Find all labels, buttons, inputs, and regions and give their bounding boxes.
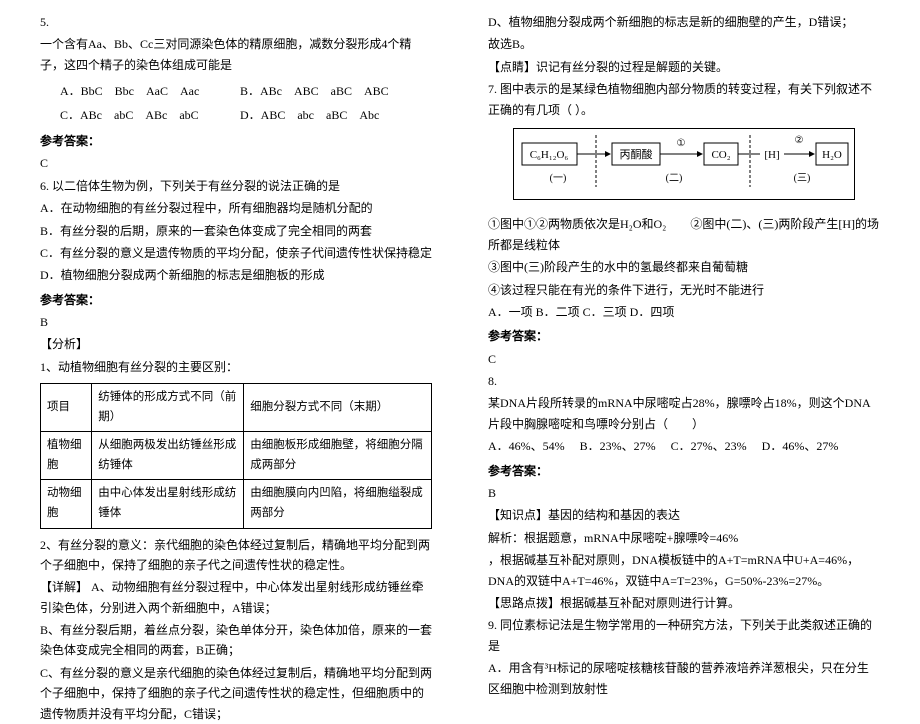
- q6-optB: B．有丝分裂的后期，原来的一套染色体变成了完全相同的两套: [40, 221, 432, 241]
- q6-dD: D、植物细胞分裂成两个新细胞的标志是新的细胞壁的产生，D错误；: [488, 12, 880, 32]
- q8-optB: B．23%、27%: [580, 439, 656, 453]
- q5-answer: C: [40, 153, 432, 173]
- q8-opts: A．46%、54% B．23%、27% C．27%、23% D．46%、27%: [488, 436, 880, 456]
- svg-text:(二): (二): [666, 173, 683, 184]
- q5-optA: A．BbC Bbc AaC Aac: [60, 81, 240, 101]
- q9-optA: A．用含有³H标记的尿嘧啶核糖核苷酸的营养液培养洋葱根尖，只在分生区细胞中检测到…: [488, 658, 880, 699]
- q7-diagram: C₆H₁₂O₆ 丙酮酸 ① CO₂ (一) (二) (三) [H] ②: [488, 128, 880, 200]
- q6-tip: 【点睛】识记有丝分裂的过程是解题的关键。: [488, 57, 880, 77]
- q7-answer: C: [488, 349, 880, 369]
- q7-opts: A．一项 B．二项 C．三项 D．四项: [488, 302, 880, 322]
- q7-s4: ④该过程只能在有光的条件下进行，无光时不能进行: [488, 280, 880, 300]
- r1c1: 植物细胞: [41, 432, 92, 480]
- q6-dC: C、有丝分裂的意义是亲代细胞的染色体经过复制后，精确地平均分配到两个子细胞中，保…: [40, 663, 432, 724]
- svg-text:(一): (一): [550, 173, 567, 184]
- svg-text:①: ①: [677, 138, 686, 149]
- q5-num: 5.: [40, 12, 432, 32]
- svg-text:②: ②: [795, 135, 804, 146]
- q8-know-label: 【知识点】基因的结构和基因的表达: [488, 505, 880, 525]
- q8-answer-label: 参考答案：: [488, 461, 880, 481]
- r1c2: 从细胞两极发出纺锤丝形成纺锤体: [92, 432, 244, 480]
- q8-optD: D．46%、27%: [762, 439, 839, 453]
- q7-s1: ①图中①②两物质依次是H₂O和O₂ ②图中(二)、(三)两阶段产生[H]的场所都…: [488, 214, 880, 255]
- q8-silu: 【思路点拨】根据碱基互补配对原则进行计算。: [488, 593, 880, 613]
- q5-optB: B．ABc ABC aBC ABC: [240, 81, 389, 101]
- svg-text:丙酮酸: 丙酮酸: [620, 147, 653, 161]
- svg-text:[H]: [H]: [764, 149, 779, 161]
- mitosis-table: 项目 纺锤体的形成方式不同（前期） 细胞分裂方式不同（末期） 植物细胞 从细胞两…: [40, 383, 432, 528]
- q8-optC: C．27%、23%: [671, 439, 747, 453]
- q7-s3: ③图中(三)阶段产生的水中的氢最终都来自葡萄糖: [488, 257, 880, 277]
- th2: 纺锤体的形成方式不同（前期）: [92, 384, 244, 432]
- q6-answer: B: [40, 312, 432, 332]
- q6-stem: 6. 以二倍体生物为例，下列关于有丝分裂的说法正确的是: [40, 176, 432, 196]
- q6-fenxi-1: 1、动植物细胞有丝分裂的主要区别：: [40, 357, 432, 377]
- q8-answer: B: [488, 483, 880, 503]
- q9-stem: 9. 同位素标记法是生物学常用的一种研究方法，下列关于此类叙述正确的是: [488, 615, 880, 656]
- q8-num: 8.: [488, 371, 880, 391]
- q8-jiexi: 解析：根据题意，mRNA中尿嘧啶+腺嘌呤=46%: [488, 528, 880, 548]
- q6-optC: C．有丝分裂的意义是遗传物质的平均分配，使亲子代间遗传性状保持稳定: [40, 243, 432, 263]
- r2c1: 动物细胞: [41, 480, 92, 528]
- q5-answer-label: 参考答案：: [40, 131, 432, 151]
- q6-fenxi-label: 【分析】: [40, 334, 432, 354]
- svg-text:H₂O: H₂O: [822, 149, 842, 161]
- q5-stem: 一个含有Aa、Bb、Cc三对同源染色体的精原细胞，减数分裂形成4个精子，这四个精…: [40, 34, 432, 75]
- q8-optA: A．46%、54%: [488, 439, 565, 453]
- q6-answer-label: 参考答案：: [40, 290, 432, 310]
- q6-pt2: 2、有丝分裂的意义：亲代细胞的染色体经过复制后，精确地平均分配到两个子细胞中，保…: [40, 535, 432, 576]
- q6-dA: A、动物细胞有丝分裂过程中，中心体发出星射线形成纺锤丝牵引染色体，分别进入两个新…: [40, 580, 424, 614]
- q5-options: A．BbC Bbc AaC Aac B．ABc ABC aBC ABC C．AB…: [60, 81, 432, 125]
- q8-jiexi2: ，根据碱基互补配对原则，DNA模板链中的A+T=mRNA中U+A=46%，DNA…: [488, 550, 880, 591]
- q8-stem: 某DNA片段所转录的mRNA中尿嘧啶占28%，腺嘌呤占18%，则这个DNA片段中…: [488, 393, 880, 434]
- svg-text:(三): (三): [794, 173, 811, 184]
- q6-select: 故选B。: [488, 34, 880, 54]
- r1c3: 由细胞板形成细胞壁，将细胞分隔成两部分: [244, 432, 432, 480]
- detail-label: 【详解】: [40, 580, 88, 594]
- q6-optA: A．在动物细胞的有丝分裂过程中，所有细胞器均是随机分配的: [40, 198, 432, 218]
- q6-dB: B、有丝分裂后期，着丝点分裂，染色单体分开，染色体加倍，原来的一套染色体变成完全…: [40, 620, 432, 661]
- r2c2: 由中心体发出星射线形成纺锤体: [92, 480, 244, 528]
- q5-optC: C．ABc abC ABc abC: [60, 105, 240, 125]
- th3: 细胞分裂方式不同（末期）: [244, 384, 432, 432]
- svg-text:CO₂: CO₂: [711, 149, 730, 161]
- svg-text:C₆H₁₂O₆: C₆H₁₂O₆: [530, 149, 569, 161]
- r2c3: 由细胞膜向内凹陷，将细胞缢裂成两部分: [244, 480, 432, 528]
- th1: 项目: [41, 384, 92, 432]
- q6-optD: D．植物细胞分裂成两个新细胞的标志是细胞板的形成: [40, 265, 432, 285]
- q7-stem: 7. 图中表示的是某绿色植物细胞内部分物质的转变过程，有关下列叙述不正确的有几项…: [488, 79, 880, 120]
- q5-optD: D．ABC abc aBC Abc: [240, 105, 379, 125]
- q7-answer-label: 参考答案：: [488, 326, 880, 346]
